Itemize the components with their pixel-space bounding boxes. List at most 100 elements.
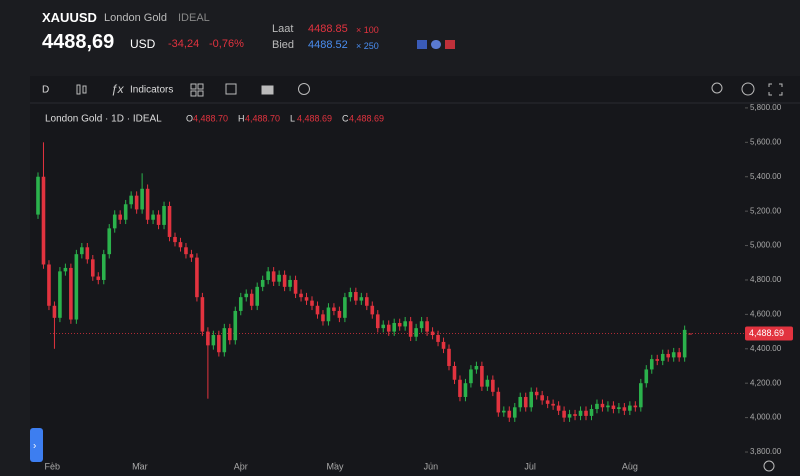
candle-body [195, 257, 199, 298]
candle-body [414, 328, 418, 337]
fx-icon[interactable]: ƒx [111, 82, 125, 96]
candle-body [238, 297, 243, 311]
candle-body [518, 396, 523, 408]
candle-body [52, 305, 57, 318]
flag-icon[interactable] [417, 40, 427, 49]
candle-body [584, 410, 588, 416]
legend-key: O [186, 113, 193, 123]
candle-body [343, 297, 347, 318]
candle-body [660, 353, 665, 361]
candle-body [386, 324, 391, 332]
candle-body [365, 297, 369, 306]
settings-icon[interactable] [763, 460, 775, 472]
folder-icon[interactable] [261, 85, 274, 95]
candle-body [63, 267, 68, 272]
toggle-arrow[interactable]: › [33, 441, 36, 452]
flag-icon[interactable] [431, 40, 441, 49]
candle-body [129, 195, 133, 205]
candle-body [107, 228, 112, 255]
candle-body [567, 414, 572, 418]
candle-icon[interactable] [76, 84, 81, 95]
candle-body [469, 369, 473, 384]
candle-body [502, 410, 506, 413]
y-tick-label: 5,600.00 [750, 137, 782, 146]
candle-body [392, 322, 397, 332]
candle-body [162, 205, 166, 225]
indicators-button[interactable]: Indicators [130, 85, 173, 96]
candle-body [512, 407, 517, 418]
candle-body [562, 410, 566, 418]
candle-body [184, 247, 188, 255]
candle-body [112, 214, 117, 229]
change-pct: -0,76% [209, 38, 244, 50]
currency: USD [130, 37, 156, 51]
candle-body [666, 353, 671, 358]
candle-body [156, 214, 161, 225]
legend-value: 4,488.69 [297, 113, 332, 123]
save-icon[interactable] [225, 83, 237, 95]
legend-title: London Gold · 1D · IDEAL [45, 114, 162, 125]
candle-body [244, 293, 249, 298]
grid-icon[interactable] [190, 90, 197, 97]
grid-icon[interactable] [190, 83, 197, 90]
y-tick-label: 4,200.00 [750, 378, 782, 387]
legend-key: L [290, 113, 295, 123]
candle-body [556, 405, 561, 411]
side-panel-toggle[interactable] [30, 428, 43, 462]
candle-body [545, 400, 550, 404]
candle-body [41, 176, 46, 265]
candle-body [540, 395, 544, 401]
candle-body [611, 405, 616, 410]
candle-body [671, 352, 676, 358]
candle-body [617, 407, 621, 410]
toolbar-icons [76, 82, 783, 472]
candle-body [173, 236, 177, 243]
fullscreen-icon[interactable] [768, 83, 783, 96]
ask: 4488.85 [308, 23, 348, 35]
candle-body [595, 403, 599, 410]
candle-body [655, 359, 660, 361]
exchange: IDEAL [178, 12, 210, 24]
y-tick-label: 5,800.00 [750, 103, 782, 112]
candle-body [47, 264, 51, 306]
candle-body [397, 322, 402, 327]
candle-body [167, 205, 172, 237]
candle-body [688, 333, 692, 335]
candle-body [288, 279, 292, 287]
candle-body [452, 365, 457, 380]
bid-size: × 250 [356, 41, 379, 51]
candle-body [277, 274, 281, 282]
x-tick-label: Jul [524, 461, 536, 471]
candle-body [485, 379, 490, 387]
flag-icon[interactable] [445, 40, 455, 49]
candle-icon[interactable] [82, 85, 87, 94]
x-tick-label: Feb [44, 461, 60, 471]
grid-icon[interactable] [197, 83, 204, 90]
last-price-box [745, 326, 793, 341]
candle-body [354, 292, 358, 301]
candle-body [458, 379, 462, 397]
candle-body [578, 410, 583, 416]
settings-icon[interactable] [741, 82, 755, 96]
candle-body [529, 391, 534, 408]
candle-body [600, 403, 605, 408]
candle-body [260, 279, 265, 287]
candle-body [425, 321, 429, 332]
candle-body [123, 204, 128, 220]
grid-icon[interactable] [197, 90, 204, 97]
candle-body [639, 383, 643, 408]
search-icon[interactable] [711, 82, 723, 94]
x-tick-label: Mar [132, 461, 148, 471]
candle-body [211, 335, 216, 346]
info-icon[interactable] [298, 83, 310, 95]
candle-body [480, 365, 484, 387]
candle-body [408, 321, 413, 337]
candle-body [370, 305, 375, 315]
bid: 4488.52 [308, 39, 348, 51]
candle-body [551, 403, 555, 406]
y-tick-label: 5,200.00 [750, 206, 782, 215]
candle-body [430, 331, 435, 336]
candle-body [332, 307, 336, 311]
chart-background [30, 76, 800, 476]
interval-button[interactable]: D [42, 85, 49, 96]
